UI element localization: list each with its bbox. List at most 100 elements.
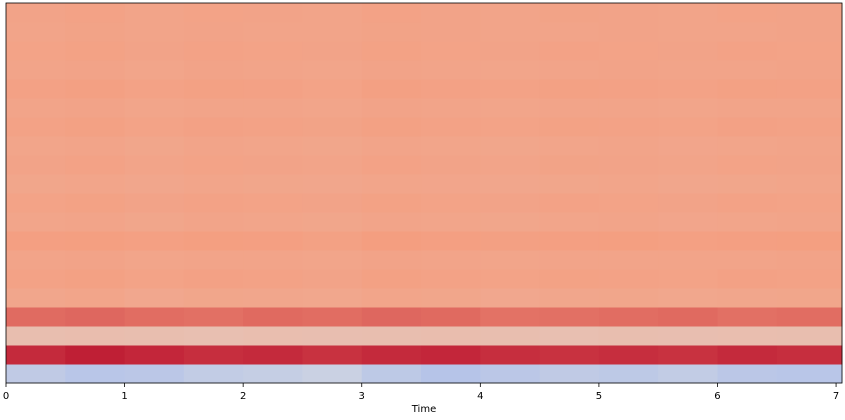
heatmap-cell (421, 98, 481, 118)
heatmap-cell (480, 155, 541, 175)
heatmap-cell (539, 345, 600, 365)
heatmap-cell (480, 22, 541, 42)
heatmap-cell (658, 60, 718, 80)
heatmap-cell (598, 326, 659, 346)
heatmap-cell (302, 231, 363, 251)
heatmap-cell (421, 326, 481, 346)
heatmap-cell (717, 41, 778, 61)
heatmap-cell (421, 307, 481, 327)
heatmap-cell (658, 269, 718, 289)
heatmap-cell (717, 307, 778, 327)
heatmap-cell (65, 231, 126, 251)
heatmap-cell (717, 231, 778, 251)
heatmap-cell (421, 79, 481, 99)
heatmap-cell (183, 41, 244, 61)
heatmap-cell (183, 250, 244, 270)
heatmap-cell (598, 231, 659, 251)
heatmap-cell (6, 269, 66, 289)
heatmap-cell (124, 231, 185, 251)
heatmap-cell (776, 345, 843, 365)
heatmap-cell (658, 326, 718, 346)
heatmap-cell (717, 250, 778, 270)
heatmap-cell (598, 345, 659, 365)
heatmap-cell (598, 3, 659, 23)
heatmap-cell (65, 212, 126, 232)
heatmap-cell (6, 231, 66, 251)
heatmap-cell (658, 136, 718, 156)
heatmap-cell (539, 117, 600, 137)
heatmap-cell (183, 174, 244, 194)
heatmap-cell (480, 326, 541, 346)
heatmap-cell (124, 326, 185, 346)
heatmap-cell (539, 288, 600, 308)
heatmap-cell (6, 60, 66, 80)
heatmap-cell (717, 155, 778, 175)
heatmap-cell (302, 307, 363, 327)
heatmap-cell (717, 79, 778, 99)
heatmap-cell (124, 288, 185, 308)
heatmap-cell (480, 307, 541, 327)
heatmap-cell (243, 364, 303, 384)
x-tick-label: 6 (714, 391, 720, 402)
heatmap-cell (124, 364, 185, 384)
x-tick-label: 4 (477, 391, 483, 402)
heatmap-cell (361, 41, 422, 61)
heatmap-cell (243, 193, 303, 213)
heatmap-cell (124, 41, 185, 61)
x-tick-label: 0 (3, 391, 9, 402)
heatmap-cell (539, 250, 600, 270)
heatmap-cell (6, 98, 66, 118)
heatmap-cell (658, 364, 718, 384)
heatmap-cell (598, 250, 659, 270)
heatmap-cell (421, 212, 481, 232)
heatmap-cell (302, 98, 363, 118)
heatmap-cell (480, 41, 541, 61)
heatmap-cell (361, 79, 422, 99)
heatmap-cell (65, 345, 126, 365)
heatmap-cell (598, 41, 659, 61)
heatmap-cell (776, 79, 843, 99)
heatmap-cell (65, 155, 126, 175)
x-tick-label: 3 (359, 391, 365, 402)
heatmap-cell (421, 288, 481, 308)
heatmap-cell (717, 345, 778, 365)
heatmap-cell (421, 60, 481, 80)
heatmap-cell (480, 364, 541, 384)
heatmap-cell (539, 60, 600, 80)
heatmap-cell (361, 326, 422, 346)
heatmap-cell (361, 231, 422, 251)
heatmap-cell (776, 212, 843, 232)
heatmap-cell (717, 193, 778, 213)
heatmap-cell (421, 22, 481, 42)
heatmap-cell (421, 231, 481, 251)
heatmap-cell (539, 22, 600, 42)
heatmap-cell (361, 117, 422, 137)
heatmap-cell (717, 326, 778, 346)
heatmap-cell (658, 307, 718, 327)
heatmap-cell (6, 155, 66, 175)
heatmap-cell (124, 269, 185, 289)
heatmap-cell (539, 98, 600, 118)
heatmap-cell (717, 98, 778, 118)
heatmap-cell (658, 174, 718, 194)
heatmap-cell (6, 250, 66, 270)
heatmap-cell (65, 269, 126, 289)
heatmap-cell (598, 79, 659, 99)
heatmap-cell (6, 3, 66, 23)
heatmap-cell (243, 174, 303, 194)
heatmap-cell (480, 288, 541, 308)
heatmap-cell (598, 117, 659, 137)
heatmap-cell (539, 79, 600, 99)
heatmap-cell (776, 117, 843, 137)
heatmap-cell (658, 288, 718, 308)
heatmap-cell (124, 307, 185, 327)
heatmap-cell (421, 193, 481, 213)
heatmap-cell (243, 22, 303, 42)
heatmap-cell (717, 288, 778, 308)
heatmap-cell (421, 345, 481, 365)
heatmap-cell (776, 326, 843, 346)
heatmap-cell (243, 212, 303, 232)
heatmap-cell (183, 22, 244, 42)
heatmap-cell (658, 79, 718, 99)
heatmap-cell (776, 250, 843, 270)
